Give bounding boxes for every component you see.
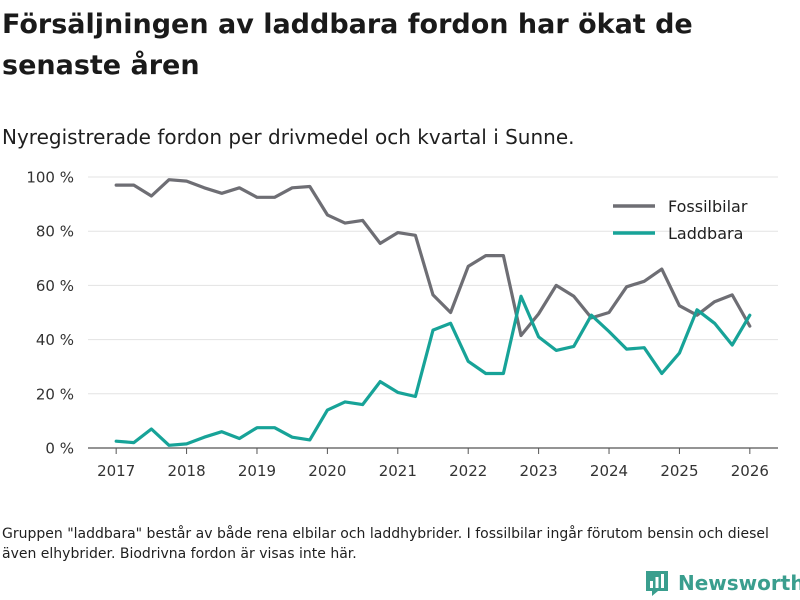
x-tick-label: 2025 — [660, 462, 698, 480]
axes: 0 % 20 % 40 % 60 % 80 % 100 % 2017 2018 2019 2020… — [26, 169, 769, 481]
y-tick-label: 60 % — [36, 277, 74, 295]
series-lines — [114, 178, 752, 447]
y-tick-label: 0 % — [45, 440, 74, 458]
brand-logo: Newsworthy — [644, 568, 800, 598]
x-tick-label: 2019 — [238, 462, 276, 480]
legend: Fossilbilar Laddbara — [613, 197, 748, 243]
legend-label: Fossilbilar — [668, 197, 748, 216]
x-tick-label: 2024 — [590, 462, 628, 480]
x-tick-label: 2021 — [379, 462, 417, 480]
footnote: Gruppen "laddbara" består av både rena e… — [2, 526, 769, 562]
legend-label: Laddbara — [668, 224, 743, 243]
y-tick-label: 80 % — [36, 223, 74, 241]
y-tick-label: 40 % — [36, 331, 74, 349]
chart-subtitle: Nyregistrerade fordon per drivmedel och … — [2, 125, 575, 149]
series-line-laddbara — [114, 294, 752, 447]
x-tick-label: 2026 — [731, 462, 769, 480]
x-tick-label: 2023 — [520, 462, 558, 480]
x-tick-label: 2018 — [167, 462, 205, 480]
series-line-fossilbilar — [114, 178, 752, 338]
grid-lines — [88, 176, 778, 449]
brand-name: Newsworthy — [678, 571, 800, 595]
chart-title: Försäljningen av laddbara fordon har öka… — [2, 9, 693, 81]
x-tick-label: 2022 — [449, 462, 487, 480]
x-tick-label: 2020 — [308, 462, 346, 480]
y-tick-label: 20 % — [36, 385, 74, 403]
line-chart: 0 % 20 % 40 % 60 % 80 % 100 % 2017 2018 2019 2020… — [26, 169, 778, 481]
y-tick-label: 100 % — [26, 169, 74, 187]
x-tick-label: 2017 — [97, 462, 135, 480]
bar-chart-logo-icon — [646, 571, 668, 596]
